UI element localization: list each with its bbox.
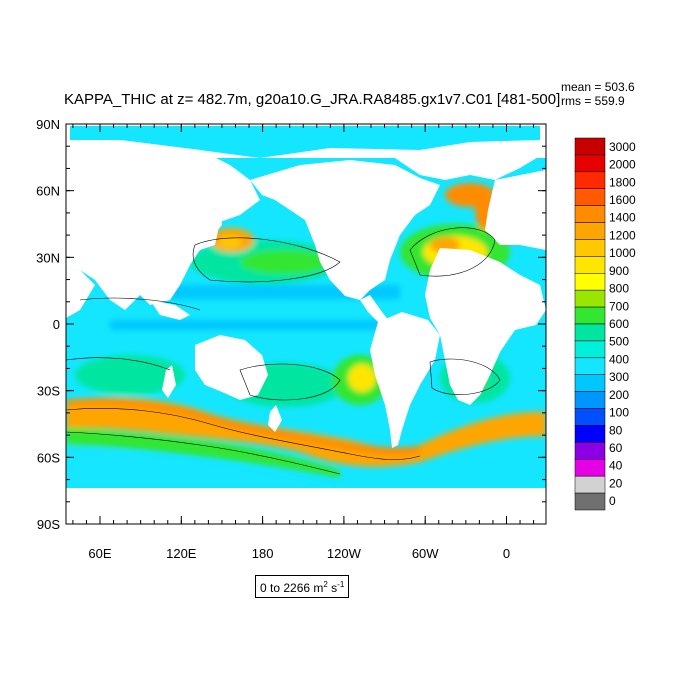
colorbar: 3000200018001600140012001000900800700600… (574, 137, 636, 511)
contour-lines (66, 227, 501, 475)
colorbar-label: 20 (609, 476, 623, 490)
lat-tick-label: 30S (37, 384, 60, 399)
lon-tick-label: 120W (327, 546, 362, 561)
colorbar-label: 1600 (609, 193, 636, 207)
colorbar-label: 300 (609, 370, 629, 384)
lon-tick-label: 120E (166, 546, 197, 561)
colorbar-swatch (574, 256, 606, 274)
colorbar-swatch (574, 492, 606, 511)
colorbar-swatch (574, 442, 606, 460)
colorbar-swatch (574, 425, 606, 443)
colorbar-label: 200 (609, 388, 629, 402)
colorbar-label: 40 (609, 459, 623, 473)
colorbar-label: 1200 (609, 228, 636, 242)
land-masses (66, 140, 546, 524)
longitude-axis: 60E 120E 180 120W 60W 0 (88, 124, 510, 561)
colorbar-swatch (574, 408, 606, 426)
colorbar-swatch (574, 357, 606, 375)
colorbar-swatch (574, 154, 606, 173)
range-label: 0 to 2266 m2 s-1 (255, 575, 350, 598)
colorbar-label: 1000 (609, 246, 636, 260)
lat-tick-label: 90S (37, 517, 60, 532)
colorbar-swatch (574, 171, 606, 189)
colorbar-label: 60 (609, 441, 623, 455)
lat-tick-label: 0 (53, 317, 60, 332)
colorbar-swatch (574, 137, 606, 156)
colorbar-label: 3000 (609, 140, 636, 154)
lat-tick-label: 60S (37, 450, 60, 465)
colorbar-label: 700 (609, 299, 629, 313)
colorbar-label: 600 (609, 317, 629, 331)
lon-tick-label: 180 (252, 546, 274, 561)
colorbar-swatch (574, 205, 606, 223)
lat-tick-label: 30N (36, 250, 60, 265)
colorbar-label: 400 (609, 352, 629, 366)
colorbar-swatch (574, 459, 606, 477)
colorbar-swatch (574, 475, 606, 494)
lon-tick-label: 60E (88, 546, 111, 561)
colorbar-label: 100 (609, 406, 629, 420)
colorbar-label: 900 (609, 264, 629, 278)
colorbar-label: 1400 (609, 211, 636, 225)
colorbar-swatch (574, 188, 606, 206)
colorbar-swatch (574, 239, 606, 257)
lon-tick-label: 0 (503, 546, 510, 561)
plot-title: KAPPA_THIC at z= 482.7m, g20a10.G_JRA.RA… (64, 91, 560, 108)
lat-tick-label: 90N (36, 117, 60, 132)
rms-stat: rms = 559.9 (561, 94, 625, 108)
mean-stat: mean = 503.6 (561, 80, 635, 94)
colorbar-swatch (574, 340, 606, 359)
colorbar-swatch (574, 222, 606, 240)
colorbar-label: 2000 (609, 158, 636, 172)
map-panel (66, 124, 546, 524)
colorbar-label: 1800 (609, 175, 636, 189)
colorbar-swatch (574, 374, 606, 392)
colorbar-label: 500 (609, 335, 629, 349)
lat-tick-label: 60N (36, 184, 60, 199)
minor-ticks (66, 123, 546, 525)
colorbar-label: 0 (609, 494, 616, 508)
lon-tick-label: 60W (412, 546, 439, 561)
colorbar-label: 800 (609, 282, 629, 296)
colorbar-swatch (574, 273, 606, 291)
colorbar-swatch (574, 306, 606, 325)
colorbar-label: 80 (609, 423, 623, 437)
colorbar-swatch (574, 289, 606, 308)
colorbar-swatch (574, 391, 606, 409)
colorbar-swatch (574, 323, 606, 342)
